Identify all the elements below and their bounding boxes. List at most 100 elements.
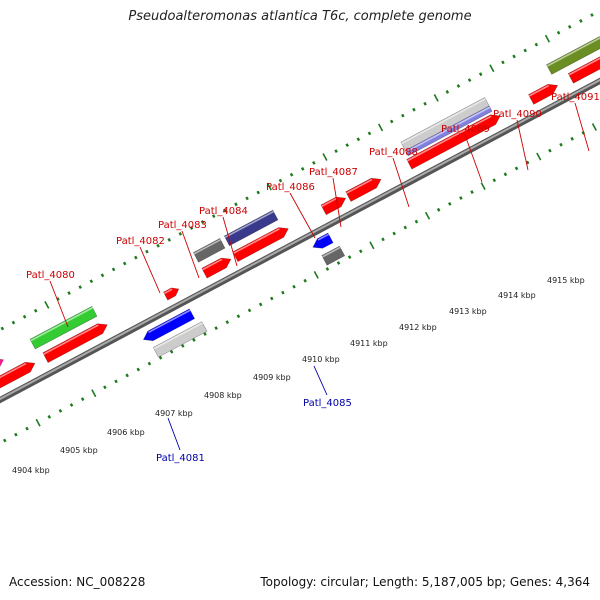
feature-blue-4085[interactable] xyxy=(312,232,334,249)
cds-4089[interactable] xyxy=(528,83,559,105)
inner-ruler-tick xyxy=(192,338,196,342)
inner-ruler-tick xyxy=(369,241,375,250)
outer-ruler-tick xyxy=(44,300,50,309)
cds-4084[interactable] xyxy=(232,227,289,263)
feature-light-gray-4081[interactable] xyxy=(152,321,208,358)
gene-label-patl-4091[interactable]: Patl_4091 xyxy=(551,92,600,103)
inner-ruler-tick xyxy=(25,426,29,431)
inner-ruler-tick xyxy=(147,361,152,366)
inner-ruler-tick xyxy=(313,270,319,279)
cds-4088[interactable] xyxy=(406,114,501,170)
cds-4083[interactable] xyxy=(201,257,232,279)
leader-line xyxy=(181,230,200,279)
inner-ruler-tick xyxy=(392,231,396,236)
outer-ruler-tick xyxy=(501,60,505,65)
inner-ruler-tick xyxy=(3,438,7,443)
gene-label-patl-4086[interactable]: Patl_4086 xyxy=(266,182,315,193)
inner-ruler-tick xyxy=(47,414,52,419)
inner-ruler-tick xyxy=(448,201,452,206)
gene-label-patl-4082[interactable]: Patl_4082 xyxy=(116,236,165,247)
feature-green[interactable] xyxy=(29,305,98,350)
outer-ruler-tick xyxy=(156,243,160,248)
leader-line xyxy=(392,157,410,208)
inner-ruler-tick xyxy=(414,219,419,224)
ruler-label: 4909 kbp xyxy=(253,373,291,382)
leader-line xyxy=(222,216,238,267)
cds-4086[interactable] xyxy=(320,196,347,216)
gene-label-patl-4090[interactable]: Patl_4090 xyxy=(493,109,542,120)
outer-ruler-tick xyxy=(78,285,82,290)
gene-label-patl-4080[interactable]: Patl_4080 xyxy=(26,270,75,281)
cds-4090[interactable] xyxy=(567,47,600,84)
feature-blue-reverse[interactable] xyxy=(142,308,196,342)
leader-line xyxy=(516,119,529,171)
feature-light-gray-4088[interactable] xyxy=(400,97,491,153)
outer-ruler-tick xyxy=(512,54,516,59)
feature-lavender-4088[interactable] xyxy=(404,105,493,157)
inner-ruler-tick xyxy=(91,389,97,398)
leader-line xyxy=(289,192,316,239)
inner-ruler-tick xyxy=(570,136,574,141)
ruler-label: 4905 kbp xyxy=(60,446,98,455)
ruler-label: 4915 kbp xyxy=(547,276,585,285)
cds-forward[interactable] xyxy=(42,323,108,364)
gene-label-patl-4081[interactable]: Patl_4081 xyxy=(156,453,205,464)
outer-ruler-tick xyxy=(266,182,272,191)
inner-ruler-tick xyxy=(514,166,519,171)
inner-ruler-tick xyxy=(459,196,463,200)
leader-line xyxy=(464,134,483,183)
feature-navy-4084[interactable] xyxy=(223,209,279,247)
inner-ruler-tick xyxy=(359,249,363,254)
gene-label-patl-4087[interactable]: Patl_4087 xyxy=(309,167,358,178)
leader-line xyxy=(332,177,342,228)
cds-4082[interactable] xyxy=(163,287,180,301)
gene-label-patl-4089[interactable]: Patl_4089 xyxy=(441,124,490,135)
cds-forward[interactable] xyxy=(0,361,36,409)
outer-ruler-tick xyxy=(401,113,405,118)
cds-4087[interactable] xyxy=(345,177,382,202)
feature-magenta[interactable] xyxy=(0,359,4,394)
outer-ruler-tick xyxy=(467,78,472,82)
inner-ruler-tick xyxy=(236,314,241,319)
inner-ruler-tick xyxy=(424,211,431,220)
inner-ruler-tick xyxy=(347,255,352,260)
ruler-label: 4912 kbp xyxy=(399,323,437,332)
inner-ruler-tick xyxy=(503,172,508,177)
outer-ruler-tick xyxy=(100,273,105,278)
feature-gray-4085[interactable] xyxy=(321,245,346,266)
map-title: Pseudoalteromonas atlantica T6c, complet… xyxy=(128,9,472,24)
feature-gray-4083[interactable] xyxy=(192,237,226,263)
gene-label-patl-4084[interactable]: Patl_4084 xyxy=(199,206,248,217)
outer-ruler-tick xyxy=(356,137,361,142)
inner-ruler-tick xyxy=(103,385,107,390)
gene-label-layer: Patl_4080 Patl_4081 Patl_4082 Patl_4083 Patl… xyxy=(26,92,600,464)
inner-ruler-tick xyxy=(336,261,341,265)
inner-ruler-tick xyxy=(181,343,185,348)
outer-ruler-tick xyxy=(389,119,394,124)
gene-label-patl-4083[interactable]: Patl_4083 xyxy=(158,220,207,231)
gene-label-patl-4085[interactable]: Patl_4085 xyxy=(303,398,352,409)
outer-ruler-tick xyxy=(33,308,38,313)
inner-ruler-tick xyxy=(303,278,307,283)
outer-ruler-tick xyxy=(11,320,16,325)
inner-ruler-tick xyxy=(270,296,274,301)
outer-ruler-tick xyxy=(423,101,427,106)
ruler-label: 4913 kbp xyxy=(449,307,487,316)
backbone-highlight xyxy=(0,78,600,401)
inner-ruler-tick xyxy=(125,373,129,378)
inner-ruler-tick xyxy=(591,123,597,131)
label-leader-lines xyxy=(49,102,590,451)
inner-ruler-track: 4904 kbp 4905 kbp 4906 kbp 4907 kbp 4908 kbp… xyxy=(3,123,597,475)
outer-ruler-tick xyxy=(145,249,149,254)
inner-ruler-tick xyxy=(325,267,330,271)
ruler-label: 4906 kbp xyxy=(107,428,145,437)
outer-ruler-tick xyxy=(567,24,572,29)
inner-ruler-tick xyxy=(536,152,542,161)
outer-ruler-tick xyxy=(377,123,384,132)
feature-layer xyxy=(0,36,600,409)
ruler-label: 4911 kbp xyxy=(350,339,388,348)
outer-ruler-tick xyxy=(412,107,416,112)
gene-label-patl-4088[interactable]: Patl_4088 xyxy=(369,147,418,158)
feature-olive-4090[interactable] xyxy=(546,36,600,75)
